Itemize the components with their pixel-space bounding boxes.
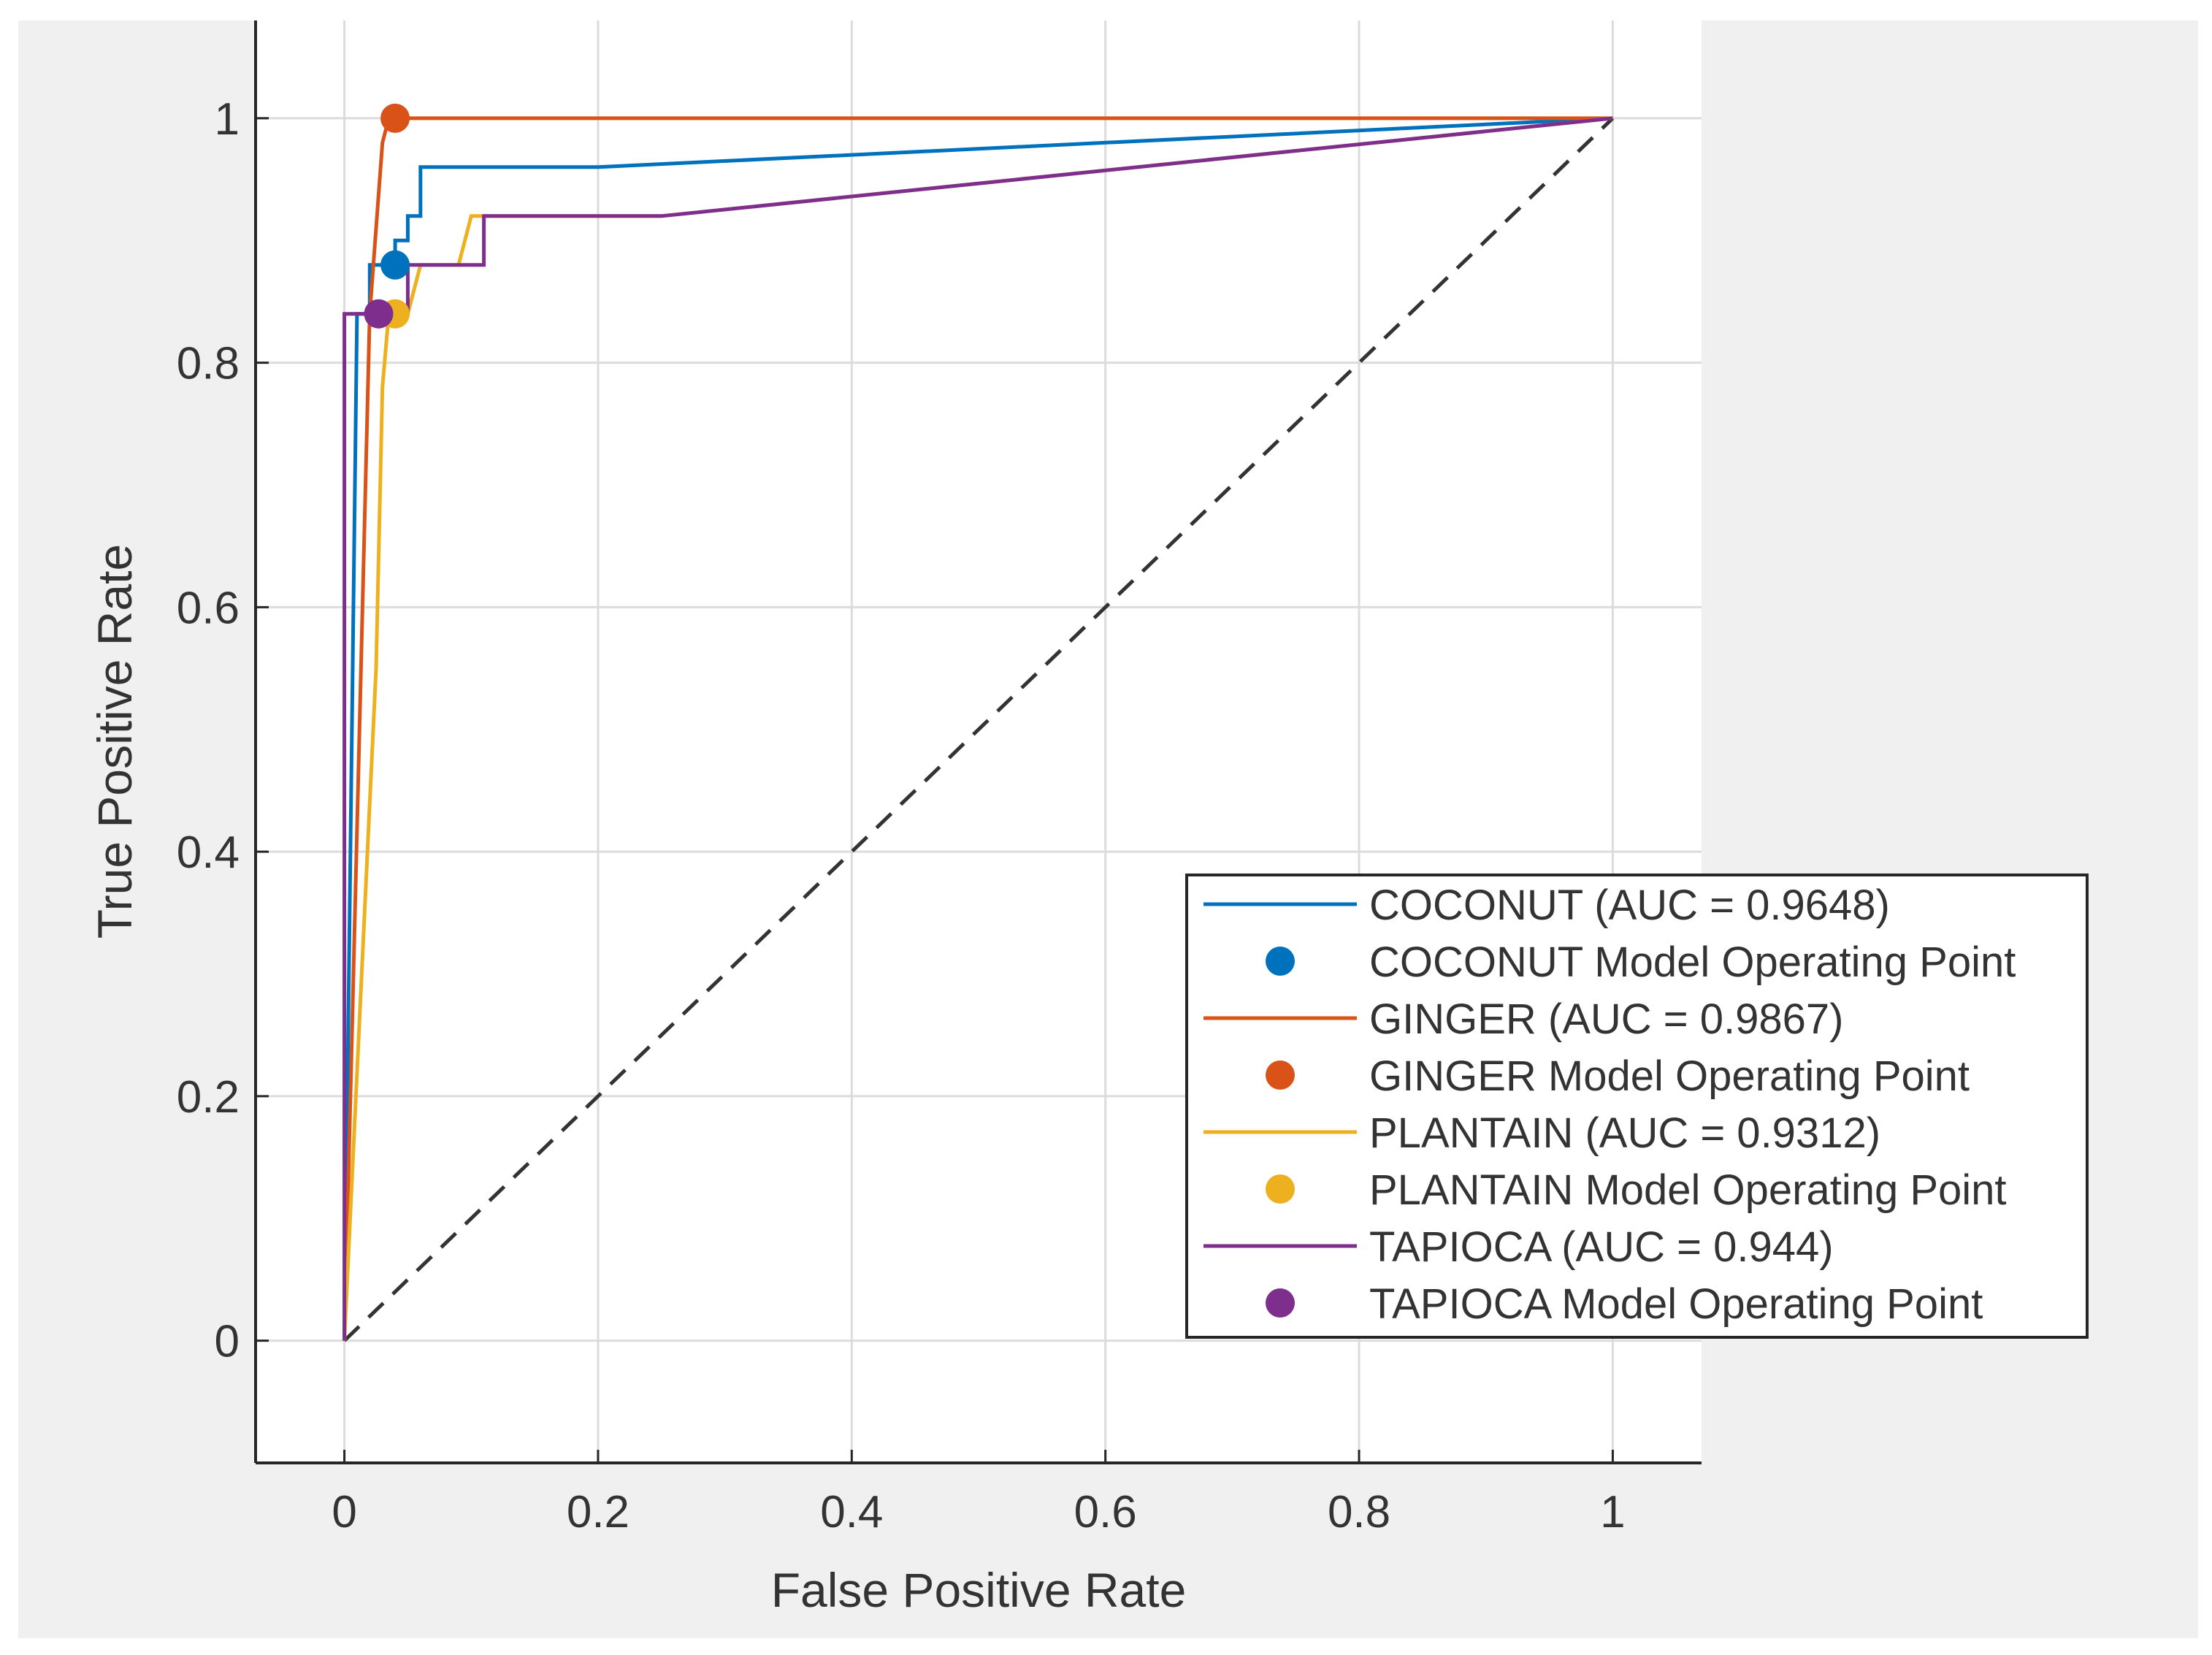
legend-label-coconut-point: COCONUT Model Operating Point xyxy=(1369,939,2016,986)
operating-points xyxy=(364,103,410,329)
roc-curve-ginger xyxy=(342,116,1613,1341)
y-tick-label-4: 0.8 xyxy=(177,339,240,389)
legend-swatch-tapioca-point xyxy=(1266,1288,1295,1318)
legend-box xyxy=(1185,874,2089,1339)
y-tick-label-2: 0.4 xyxy=(177,828,240,878)
diagonal-line xyxy=(342,117,1615,1342)
legend-label-plantain-curve: PLANTAIN (AUC = 0.9312) xyxy=(1369,1109,1880,1157)
legend-swatch-plantain-point xyxy=(1266,1174,1295,1204)
axis-ticks: 0 0.2 0.4 0.6 0.8 1 0 0.2 0.4 0.6 0.8 1 xyxy=(177,94,1626,1537)
legend-label-ginger-point: GINGER Model Operating Point xyxy=(1369,1052,1970,1100)
y-tick-label-5: 1 xyxy=(215,94,240,145)
x-tick-label-3: 0.6 xyxy=(1074,1487,1137,1537)
legend-label-tapioca-point: TAPIOCA Model Operating Point xyxy=(1369,1280,1983,1328)
operating-point-tapioca xyxy=(364,299,394,329)
y-tick-label-0: 0 xyxy=(215,1317,240,1367)
x-axis-label: False Positive Rate xyxy=(771,1563,1187,1617)
y-axis-label: True Positive Rate xyxy=(88,544,142,939)
x-tick-label-5: 1 xyxy=(1600,1487,1625,1537)
x-tick-label-1: 0.2 xyxy=(567,1487,629,1537)
legend-label-ginger-curve: GINGER (AUC = 0.9867) xyxy=(1369,995,1844,1043)
x-tick-label-4: 0.8 xyxy=(1328,1487,1390,1537)
x-tick-label-2: 0.4 xyxy=(820,1487,883,1537)
operating-point-ginger xyxy=(380,103,410,133)
legend-label-tapioca-curve: TAPIOCA (AUC = 0.944) xyxy=(1369,1223,1834,1271)
legend: COCONUT (AUC = 0.9648) COCONUT Model Oper… xyxy=(1185,874,2089,1339)
legend-swatch-coconut-point xyxy=(1266,947,1295,976)
legend-label-plantain-point: PLANTAIN Model Operating Point xyxy=(1369,1166,2007,1214)
legend-swatch-ginger-point xyxy=(1266,1060,1295,1090)
legend-label-coconut-curve: COCONUT (AUC = 0.9648) xyxy=(1369,882,1890,929)
operating-point-coconut xyxy=(380,250,410,280)
x-tick-label-0: 0 xyxy=(332,1487,356,1537)
diagonal-reference xyxy=(342,117,1615,1342)
y-tick-label-3: 0.6 xyxy=(177,583,240,633)
y-tick-label-1: 0.2 xyxy=(177,1072,240,1123)
